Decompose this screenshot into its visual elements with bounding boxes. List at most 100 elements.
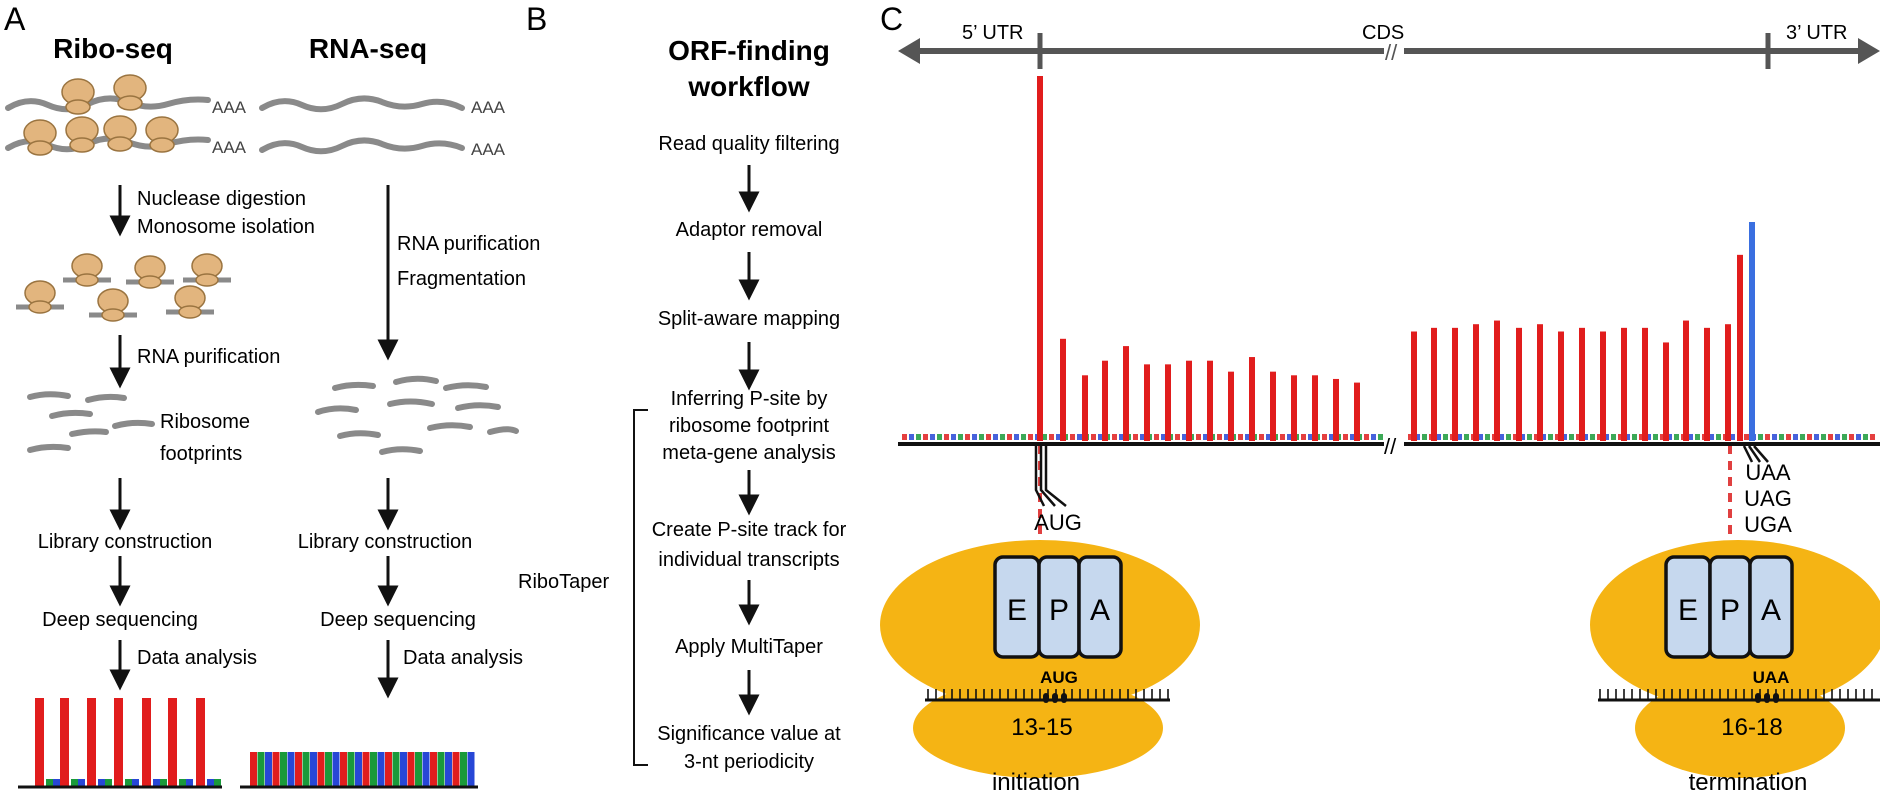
background-read: [1842, 434, 1847, 440]
histogram-bar: [347, 752, 355, 786]
site-a: [1077, 555, 1123, 659]
utr3-label: 3’ UTR: [1786, 22, 1847, 44]
monosome-icon: [63, 253, 111, 287]
background-read: [1870, 434, 1875, 440]
background-read: [1301, 434, 1306, 440]
fragmentation-label: Fragmentation: [397, 268, 526, 290]
panel-a: A Ribo-seq RNA-seq AAA AAA: [4, 1, 540, 789]
background-read: [1485, 434, 1490, 440]
rna-deep-seq-label: Deep sequencing: [320, 609, 476, 631]
background-read: [1814, 434, 1819, 440]
signal-bar: [1060, 338, 1066, 441]
background-read: [1371, 434, 1376, 440]
signal-bar: [1473, 324, 1479, 441]
utr5-label: 5’ UTR: [962, 22, 1023, 44]
histogram-bar: [257, 752, 265, 786]
ribo-footprint-fragments: [27, 391, 155, 453]
rna-library-label: Library construction: [298, 531, 473, 553]
histogram-bar: [377, 752, 385, 786]
background-read: [993, 434, 998, 440]
background-read: [930, 434, 935, 440]
histogram-bar: [467, 752, 475, 786]
init-range-label: 13-15: [1011, 714, 1072, 741]
ribo-seq-title: Ribo-seq: [53, 33, 173, 64]
background-read: [1443, 434, 1448, 440]
ribosome-icon: [145, 116, 179, 153]
signal-bar: [1037, 76, 1043, 441]
p-site-signal: [1037, 76, 1755, 441]
histogram-bar: [302, 752, 310, 786]
histogram-bar: [340, 752, 347, 786]
site-a-label: A: [1761, 594, 1781, 627]
background-read: [1478, 434, 1483, 440]
rna-mrna-strands: AAA AAA: [259, 95, 506, 159]
ribo-library-label: Library construction: [38, 531, 213, 553]
background-read: [1520, 434, 1525, 440]
monosome-icon: [166, 285, 214, 319]
workflow-title-2: workflow: [687, 71, 810, 102]
signal-bar: [1494, 320, 1500, 441]
background-read: [1056, 434, 1061, 440]
stop-codon-label: UAG: [1744, 486, 1792, 511]
background-read: [1856, 434, 1861, 440]
panel-c-letter: C: [880, 1, 903, 37]
background-read: [1464, 434, 1469, 440]
rna-data-analysis-label: Data analysis: [403, 647, 523, 669]
signal-bar: [1102, 360, 1108, 441]
termination-ribosome: E P A UAA 16-18 termination: [1590, 540, 1880, 793]
background-read: [1224, 434, 1229, 440]
background-read: [1548, 434, 1553, 440]
background-read: [1322, 434, 1327, 440]
background-read: [1590, 434, 1595, 440]
ribosome-footprints-label-1: Ribosome: [160, 411, 250, 433]
background-read: [1415, 434, 1420, 440]
background-read: [909, 434, 914, 440]
signal-bar: [1411, 331, 1417, 441]
ribosome-icon: [103, 115, 137, 152]
signal-bar: [1291, 375, 1297, 441]
histogram-bar: [35, 698, 44, 786]
panel-a-letter: A: [4, 1, 26, 37]
background-read: [1203, 434, 1208, 440]
histogram-bar: [422, 752, 430, 786]
panel-c: C 5’ UTR CDS // 3’ UTR //: [880, 1, 1880, 793]
histogram-bar: [114, 698, 123, 786]
background-read: [1639, 434, 1644, 440]
background-read: [1597, 434, 1602, 440]
background-read: [1007, 434, 1012, 440]
ribotaper-bracket: [633, 409, 648, 766]
background-read: [1028, 434, 1033, 440]
background-read: [1821, 434, 1826, 440]
histogram-bar: [168, 698, 177, 786]
background-read: [1758, 434, 1763, 440]
background-read: [1077, 434, 1082, 440]
background-read: [1343, 434, 1348, 440]
transcript-axis: [898, 33, 1880, 69]
rna-polya-1: AAA: [471, 98, 506, 117]
ribosome-icon: [113, 74, 147, 111]
signal-bar: [1144, 364, 1150, 441]
background-read: [1154, 434, 1159, 440]
background-read: [1534, 434, 1539, 440]
background-read: [965, 434, 970, 440]
start-codon-label: AUG: [1034, 510, 1082, 535]
background-read: [1667, 434, 1672, 440]
background-read: [1000, 434, 1005, 440]
background-read: [1245, 434, 1250, 440]
background-read: [1709, 434, 1714, 440]
workflow-step: Inferring P-site by: [671, 388, 828, 410]
background-read: [1182, 434, 1187, 440]
background-read: [944, 434, 949, 440]
signal-bar: [1537, 324, 1543, 441]
workflow-title-1: ORF-finding: [668, 35, 830, 66]
background-read: [1800, 434, 1805, 440]
stop-codon-label: UGA: [1744, 512, 1792, 537]
background-read: [1716, 434, 1721, 440]
workflow-step: Split-aware mapping: [658, 308, 840, 330]
ribosome-icon: [61, 78, 95, 115]
background-read: [937, 434, 942, 440]
histogram-bar: [287, 752, 295, 786]
background-read: [1259, 434, 1264, 440]
background-read: [1329, 434, 1334, 440]
break-mark-baseline: //: [1384, 434, 1397, 459]
